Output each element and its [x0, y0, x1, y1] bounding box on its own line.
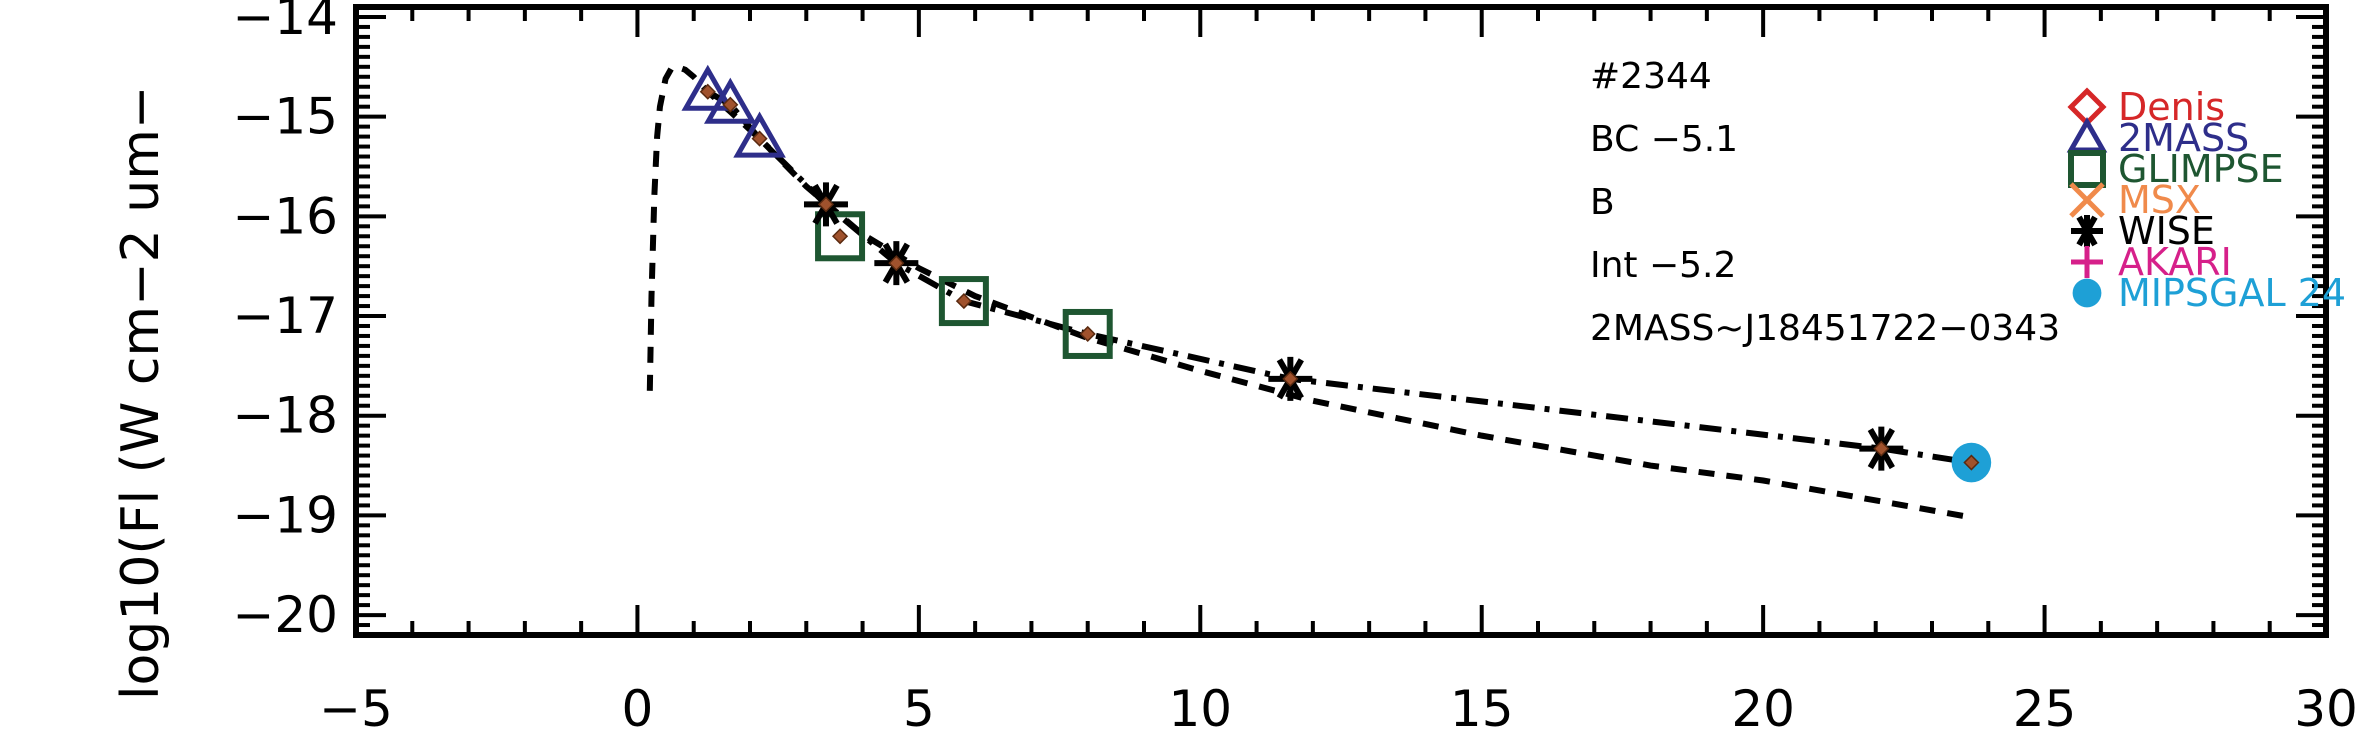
- point-marker: [1963, 454, 1980, 471]
- point-marker: [955, 293, 972, 310]
- x-tick-label: 0: [622, 680, 654, 738]
- triangle-marker: [2066, 116, 2108, 153]
- y-axis-tick-labels: −20 −19 −18 −17 −16 −15 −14: [232, 0, 338, 644]
- point-marker: [699, 83, 716, 100]
- legend-label: GLIMPSE: [2118, 147, 2284, 191]
- y-tick-label: −17: [232, 287, 338, 345]
- legend-label: MSX: [2118, 178, 2201, 222]
- x-axis-tick-labels: −5 0 5 10 15 20 25 30: [319, 680, 2358, 738]
- point-marker: [831, 228, 849, 245]
- asterisk-marker: [2071, 215, 2103, 247]
- y-tick-label: −18: [232, 387, 338, 445]
- point-marker: [1282, 370, 1299, 387]
- plus-marker: [2071, 246, 2103, 278]
- square-marker: [1062, 308, 1113, 359]
- annotations: #2344 BC −5.1 B Int −5.2 2MASS~J18451722−034…: [1590, 56, 2060, 349]
- circle-marker: [2072, 278, 2102, 308]
- y-axis-ticks: [356, 5, 2326, 637]
- legend-label: WISE: [2118, 209, 2215, 253]
- legend-label: Denis: [2118, 85, 2225, 129]
- x-tick-label: 10: [1168, 680, 1232, 738]
- annotation-text: BC −5.1: [1590, 119, 1738, 160]
- annotation-text: #2344: [1590, 56, 1712, 97]
- point-marker: [1873, 440, 1890, 457]
- x-tick-label: −5: [319, 680, 393, 738]
- y-tick-label: −14: [232, 0, 338, 46]
- plot-frame: [353, 4, 2329, 638]
- x-tick-label: 5: [903, 680, 935, 738]
- x-tick-label: 15: [1450, 680, 1514, 738]
- square-marker: [938, 276, 989, 327]
- point-marker: [817, 196, 835, 213]
- x-axis-ticks: [354, 7, 2328, 635]
- y-tick-label: −19: [232, 486, 338, 544]
- x-tick-label: 25: [2013, 680, 2077, 738]
- x-tick-label: 20: [1731, 680, 1795, 738]
- legend-label: 2MASS: [2118, 116, 2249, 160]
- y-tick-label: −15: [232, 88, 338, 146]
- x-marker: [2069, 182, 2105, 218]
- legend-label: AKARI: [2118, 240, 2232, 284]
- model-curves: [646, 63, 1972, 521]
- point-marker: [1079, 325, 1096, 343]
- y-tick-label: −16: [232, 187, 338, 245]
- x-tick-label: 30: [2294, 680, 2358, 738]
- y-axis-label: log10(Fl (W cm−2 um−: [111, 86, 171, 700]
- point-marker: [751, 130, 768, 147]
- annotation-text: Int −5.2: [1590, 245, 1736, 286]
- model-curve-dashed: [646, 63, 1972, 521]
- data-markers: [681, 64, 1992, 483]
- point-marker: [722, 96, 739, 113]
- annotation-text: 2MASS~J18451722−0343: [1590, 308, 2060, 349]
- triangle-marker: [703, 77, 757, 124]
- y-tick-label: −20: [232, 586, 338, 644]
- x-stroke: [2069, 182, 2105, 218]
- annotation-text: B: [1590, 182, 1615, 223]
- square-marker: [2068, 150, 2106, 188]
- triangle-marker: [733, 111, 786, 158]
- point-marker: [888, 255, 905, 272]
- triangle-marker: [681, 64, 735, 111]
- legend-label: MIPSGAL 24: [2118, 271, 2346, 315]
- square-marker: [815, 211, 866, 262]
